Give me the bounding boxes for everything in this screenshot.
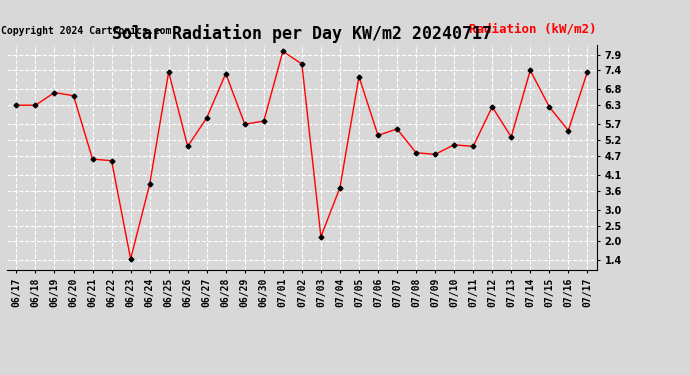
Title: Solar Radiation per Day KW/m2 20240717: Solar Radiation per Day KW/m2 20240717 — [112, 24, 492, 44]
Text: Copyright 2024 Cartronics.com: Copyright 2024 Cartronics.com — [1, 26, 171, 36]
Text: Radiation (kW/m2): Radiation (kW/m2) — [469, 23, 597, 36]
